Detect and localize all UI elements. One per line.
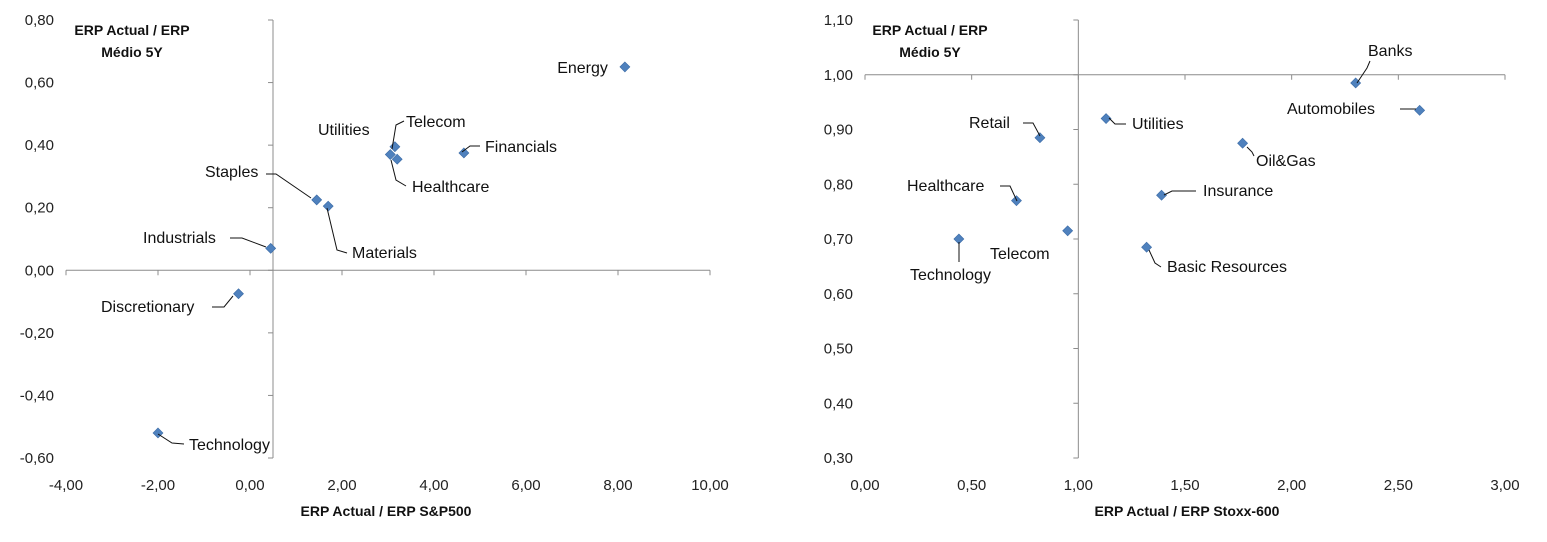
point-label: Industrials (143, 230, 216, 247)
leader-line (1000, 185, 1018, 202)
leader-line (461, 145, 480, 153)
leader-line (1163, 190, 1196, 196)
y-axis-title-line2: Médio 5Y (101, 44, 163, 60)
point-label: Basic Resources (1167, 259, 1287, 276)
y-axis-title-line1: ERP Actual / ERP (74, 22, 189, 38)
scatter-chart-sp500: -0,60 -0,40 -0,20 0,00 0,20 0,40 0,60 0,80 -4,00… (20, 12, 729, 519)
x-tick-label: 1,00 (1064, 477, 1093, 494)
y-tick-label: 0,60 (824, 286, 853, 303)
y-tick-label: 1,00 (824, 67, 853, 84)
scatter-chart-stoxx600: 0,30 0,40 0,50 0,60 0,70 0,80 0,90 1,00 1,10 0,00… (824, 12, 1520, 519)
point-label: Insurance (1203, 183, 1273, 200)
leader-line (266, 173, 312, 199)
y-tick-label: 0,80 (824, 176, 853, 193)
y-tick-label: 0,30 (824, 450, 853, 467)
point-label: Financials (485, 139, 557, 156)
point-label: Technology (910, 267, 991, 284)
data-point-discretionary (233, 288, 244, 300)
point-label: Telecom (406, 114, 466, 131)
data-point-healthcare (391, 153, 403, 165)
point-label: Staples (205, 164, 258, 181)
x-tick-label: 6,00 (511, 477, 540, 494)
x-tick-label: 8,00 (603, 477, 632, 494)
y-tick-label: -0,20 (20, 325, 54, 342)
point-label: Energy (557, 60, 608, 77)
y-axis-title-line2: Médio 5Y (899, 44, 961, 60)
leader-line (1023, 122, 1041, 137)
x-tick-label: 0,00 (850, 477, 879, 494)
x-tick-label: -2,00 (141, 477, 175, 494)
y-tick-label: 0,60 (25, 75, 54, 92)
y-axis-title-line1: ERP Actual / ERP (872, 22, 987, 38)
y-tick-label: 0,40 (25, 137, 54, 154)
y-tick-label: 0,90 (824, 122, 853, 139)
x-tick-label: 1,50 (1170, 477, 1199, 494)
y-tick-label: 0,40 (824, 395, 853, 412)
y-tick-label: 0,00 (25, 262, 54, 279)
leader-line (212, 295, 234, 308)
leader-line (391, 120, 405, 150)
x-tick-label: 0,00 (235, 477, 264, 494)
x-axis-title: ERP Actual / ERP Stoxx-600 (1095, 503, 1280, 519)
data-point-banks (1350, 77, 1362, 89)
x-tick-label: 3,00 (1490, 477, 1519, 494)
y-tick-label: 0,20 (25, 200, 54, 217)
leader-line (157, 433, 185, 445)
x-tick-label: 2,00 (1277, 477, 1306, 494)
data-point-energy (619, 61, 631, 73)
leader-line (390, 159, 407, 187)
data-point-industrials (265, 242, 277, 254)
point-label: Healthcare (907, 178, 984, 195)
data-point-materials (322, 200, 334, 212)
y-tick-label: 0,80 (25, 12, 54, 29)
leader-line (326, 207, 348, 254)
x-axis-title: ERP Actual / ERP S&P500 (301, 503, 472, 519)
data-point-telecom (389, 141, 401, 153)
point-label: Discretionary (101, 299, 194, 316)
x-tick-label: 10,00 (691, 477, 729, 494)
data-point-utilities (384, 149, 396, 160)
y-tick-label: 0,70 (824, 231, 853, 248)
leader-line (1108, 117, 1126, 125)
leader-line (230, 237, 267, 248)
x-tick-label: 0,50 (957, 477, 986, 494)
point-label: Materials (352, 245, 417, 262)
x-tick-label: 2,50 (1384, 477, 1413, 494)
data-point-utilities (1100, 113, 1112, 124)
data-point-automobiles (1414, 104, 1426, 116)
point-label: Telecom (990, 246, 1050, 263)
leader-line (1356, 60, 1371, 84)
point-label: Banks (1368, 43, 1412, 60)
data-point-telecom (1062, 225, 1074, 237)
point-label: Retail (969, 115, 1010, 132)
point-label: Automobiles (1287, 101, 1375, 118)
point-label: Utilities (1132, 116, 1184, 133)
point-label: Utilities (318, 122, 370, 139)
leader-line (1148, 249, 1162, 268)
y-tick-label: -0,40 (20, 387, 54, 404)
y-tick-label: 0,50 (824, 341, 853, 358)
data-point-basic-resources (1141, 241, 1153, 253)
y-tick-label: -0,60 (20, 450, 54, 467)
x-tick-label: 2,00 (327, 477, 356, 494)
point-label: Oil&Gas (1256, 153, 1316, 170)
point-label: Technology (189, 437, 270, 454)
leader-line (1246, 146, 1255, 157)
data-point-oil-gas (1237, 137, 1249, 149)
y-tick-label: 1,10 (824, 12, 853, 29)
data-point-staples (311, 194, 323, 206)
data-point-financials (458, 147, 470, 159)
point-label: Healthcare (412, 179, 489, 196)
x-tick-label: -4,00 (49, 477, 83, 494)
data-point-insurance (1156, 189, 1167, 201)
data-point-retail (1034, 132, 1046, 144)
x-tick-label: 4,00 (419, 477, 448, 494)
